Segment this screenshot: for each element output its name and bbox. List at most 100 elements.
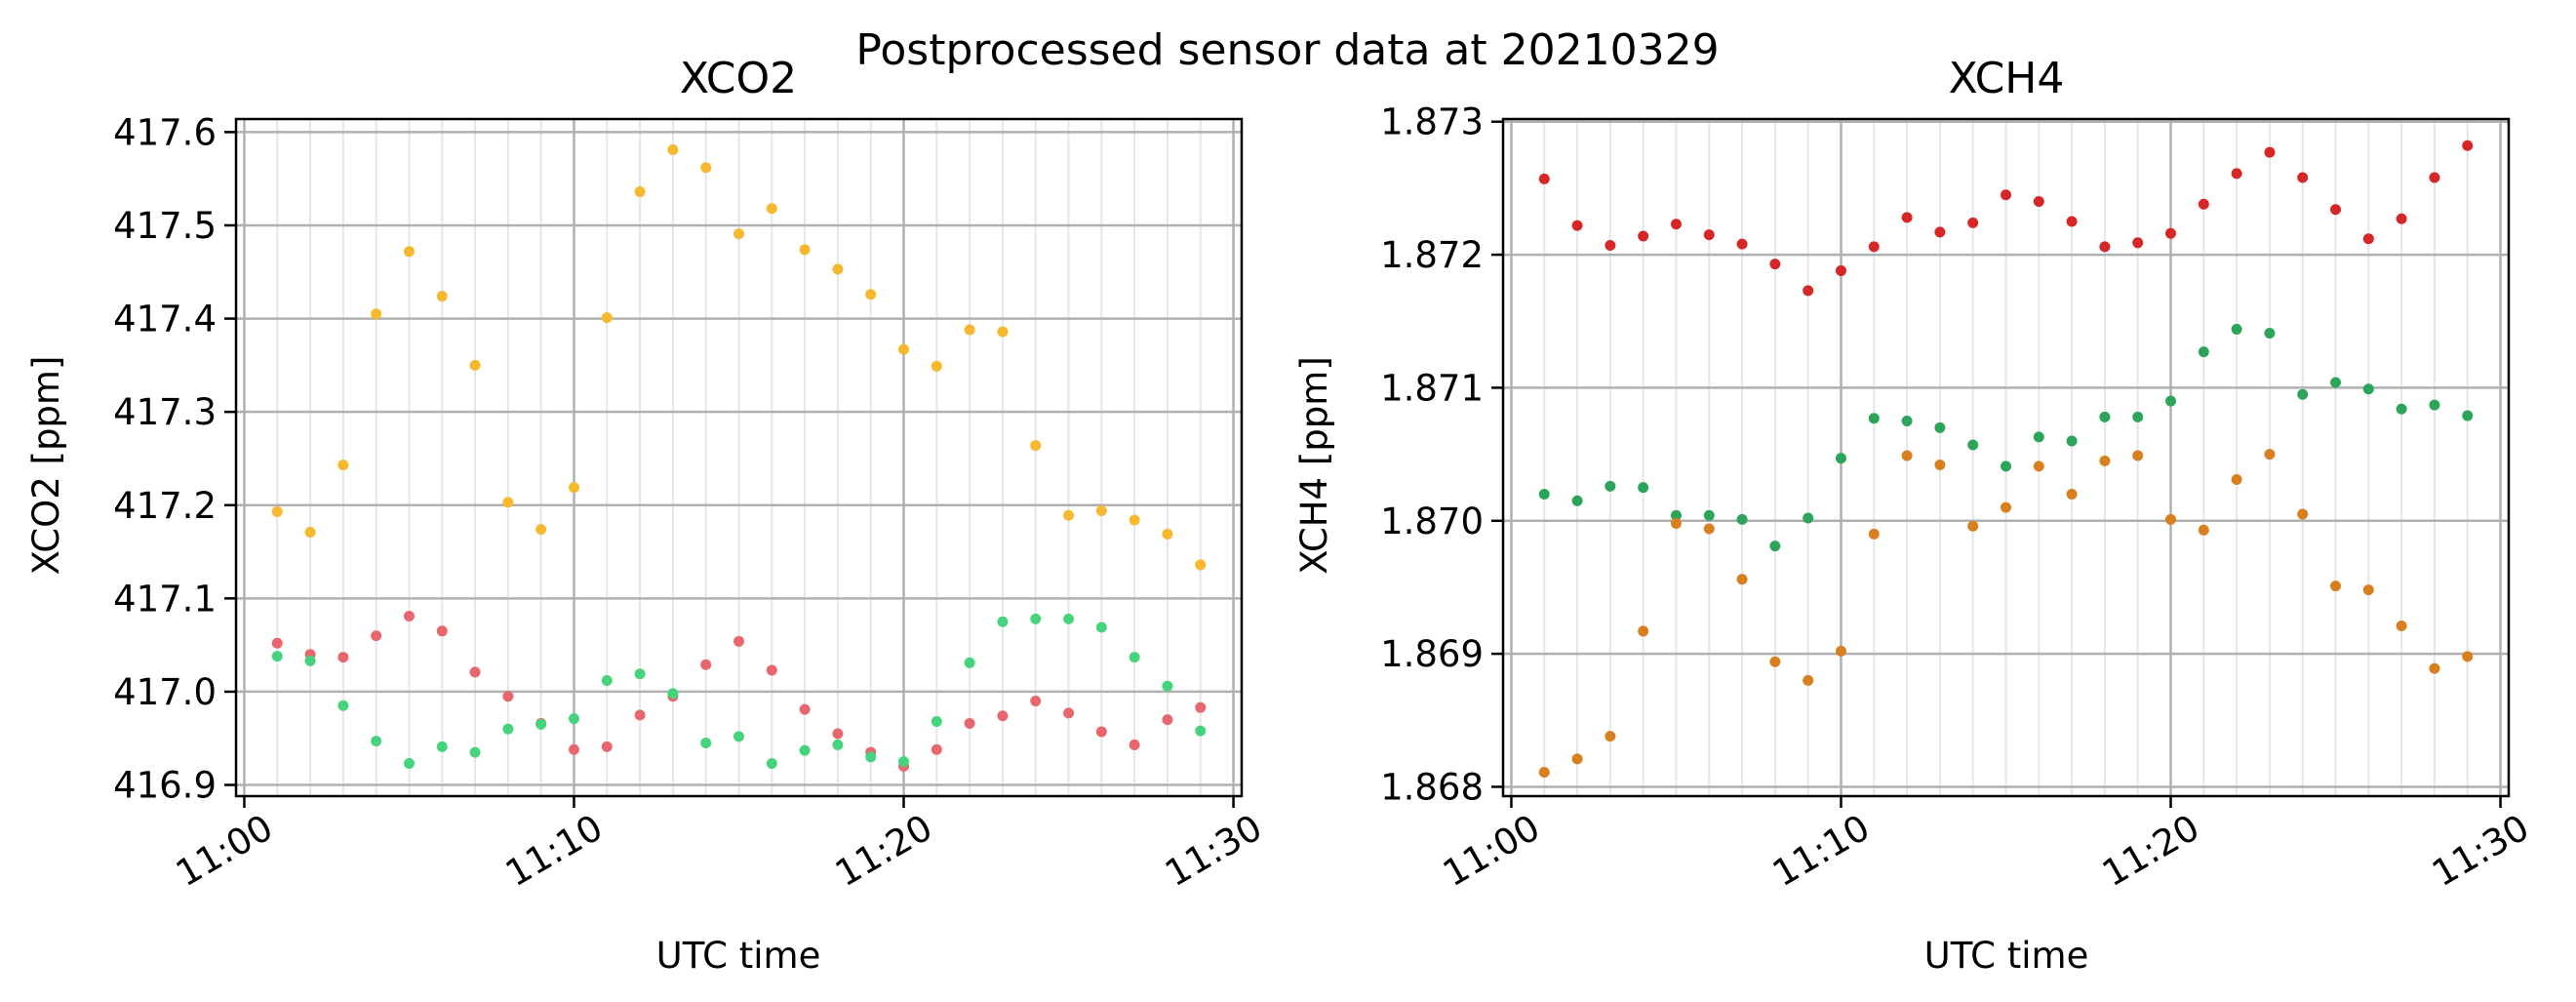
xch4-series-1-point <box>2264 328 2276 340</box>
xco2-series-1-point <box>1195 701 1207 713</box>
xch4-series-2-point <box>2330 581 2342 592</box>
xch4-series-0-point <box>1934 226 1946 238</box>
xch4-axes-frame <box>1501 117 2511 798</box>
xch4-series-0-point <box>1868 241 1880 253</box>
xch4-series-1-point <box>2001 461 2011 472</box>
xch4-series-0-point <box>1538 173 1550 184</box>
xch4-series-1-point <box>1868 413 1880 424</box>
xco2-series-0-point <box>1195 559 1207 571</box>
xco2-series-0-point <box>766 203 777 215</box>
xch4-series-2-point <box>1538 766 1550 778</box>
xch4-series-2-point <box>2099 455 2111 466</box>
xco2-y-tick-label: 417.4 <box>113 299 217 341</box>
xch4-series-1-point <box>1803 512 1814 524</box>
xch4-series-2-point <box>2066 488 2078 500</box>
xch4-series-0-point <box>2462 140 2474 151</box>
xco2-series-1-point <box>766 664 777 676</box>
xco2-series-0-point <box>733 228 744 240</box>
xch4-panel-title: XCH4 <box>1949 54 2065 103</box>
xco2-y-tick-label: 417.2 <box>113 485 217 527</box>
xch4-series-2-point <box>2132 450 2144 461</box>
xch4-series-1-point <box>2462 410 2474 421</box>
xco2-series-1-point <box>502 691 514 702</box>
xch4-series-0-point <box>2231 168 2242 180</box>
xch4-series-1-point <box>2429 399 2440 411</box>
xch4-series-2-point <box>2297 508 2309 520</box>
xco2-series-0-point <box>964 324 975 336</box>
xco2-series-0-point <box>337 460 349 471</box>
xch4-series-1-point <box>2132 411 2144 422</box>
xco2-series-2-point <box>304 655 316 666</box>
xco2-series-1-point <box>403 611 415 622</box>
xch4-y-tick-label: 1.869 <box>1380 633 1484 675</box>
xco2-series-1-point <box>469 666 481 678</box>
xco2-series-2-point <box>865 751 877 763</box>
xco2-series-0-point <box>997 326 1009 338</box>
xco2-series-0-point <box>799 244 811 256</box>
xch4-series-1-point <box>2066 435 2078 447</box>
xco2-series-1-point <box>337 652 349 663</box>
xch4-series-2-point <box>2264 449 2276 461</box>
xco2-series-2-point <box>469 746 481 758</box>
xch4-series-0-point <box>1605 240 1616 252</box>
xco2-panel-title: XCO2 <box>680 54 797 103</box>
xco2-series-0-point <box>634 186 646 198</box>
xco2-series-0-point <box>667 144 679 156</box>
xch4-series-1-point <box>1769 541 1781 552</box>
xch4-series-1-point <box>2198 346 2209 358</box>
xco2-series-2-point <box>535 718 547 730</box>
xch4-series-0-point <box>2001 189 2011 201</box>
xch4-series-0-point <box>2362 233 2374 245</box>
xco2-series-2-point <box>1195 725 1207 737</box>
xco2-series-0-point <box>502 497 514 508</box>
xch4-series-2-point <box>1868 528 1880 540</box>
xch4-series-2-point <box>1967 520 1979 532</box>
xch4-x-tick-label: 11:20 <box>2095 807 2206 896</box>
xco2-series-0-point <box>568 482 579 494</box>
xch4-series-2-point <box>2033 461 2044 472</box>
xch4-series-2-point <box>2165 513 2177 525</box>
xch4-series-1-point <box>2297 388 2309 400</box>
xco2-series-0-point <box>436 291 448 302</box>
xch4-series-2-point <box>2198 524 2209 536</box>
xch4-series-2-point <box>2001 501 2011 513</box>
xch4-series-0-point <box>1736 238 1748 250</box>
xch4-series-2-point <box>1638 625 1649 637</box>
xco2-series-1-point <box>1063 707 1075 719</box>
xch4-x-tick-label: 11:10 <box>1765 807 1877 896</box>
xch4-series-2-point <box>1835 645 1846 657</box>
xco2-y-tick-label: 417.5 <box>113 205 217 247</box>
xch4-series-0-point <box>2099 241 2111 253</box>
xch4-series-1-point <box>1934 421 1946 433</box>
xch4-x-tick-label: 11:30 <box>2425 807 2536 896</box>
xco2-series-1-point <box>700 659 712 670</box>
xco2-y-tick-label: 417.0 <box>113 671 217 713</box>
xch4-series-1-point <box>1967 439 1979 451</box>
xco2-series-0-point <box>898 343 910 355</box>
xco2-series-1-point <box>601 741 613 752</box>
xch4-series-0-point <box>2198 198 2209 210</box>
xch4-series-0-point <box>2033 196 2044 208</box>
xch4-x-axis-label: UTC time <box>1924 935 2089 977</box>
xch4-series-1-point <box>1670 509 1682 521</box>
xch4-series-0-point <box>1769 259 1781 270</box>
xch4-panel: XCH4 UTC time XCH4 [ppm] 11:00 11:10 11:20… <box>1293 54 2536 977</box>
xco2-series-0-point <box>931 360 942 372</box>
xco2-series-1-point <box>997 710 1009 722</box>
xch4-series-2-point <box>2462 651 2474 662</box>
xco2-series-0-point <box>371 308 382 320</box>
xco2-y-axis-label: XCO2 [ppm] <box>25 356 67 576</box>
xco2-x-axis-label: UTC time <box>656 935 821 977</box>
xco2-y-tick-label: 417.6 <box>113 111 217 153</box>
xch4-series-2-point <box>2396 620 2407 631</box>
xco2-x-tick-label: 11:10 <box>498 807 610 896</box>
xco2-series-1-point <box>964 717 975 729</box>
xco2-series-2-point <box>1063 613 1075 624</box>
xco2-series-0-point <box>832 263 844 275</box>
xco2-series-2-point <box>601 674 613 686</box>
xco2-panel: XCO2 UTC time XCO2 [ppm] 11:00 11:10 11:20… <box>25 54 1269 977</box>
xch4-series-2-point <box>2362 584 2374 596</box>
xch4-y-tick-label: 1.872 <box>1380 234 1484 276</box>
xch4-series-1-point <box>1703 509 1715 521</box>
